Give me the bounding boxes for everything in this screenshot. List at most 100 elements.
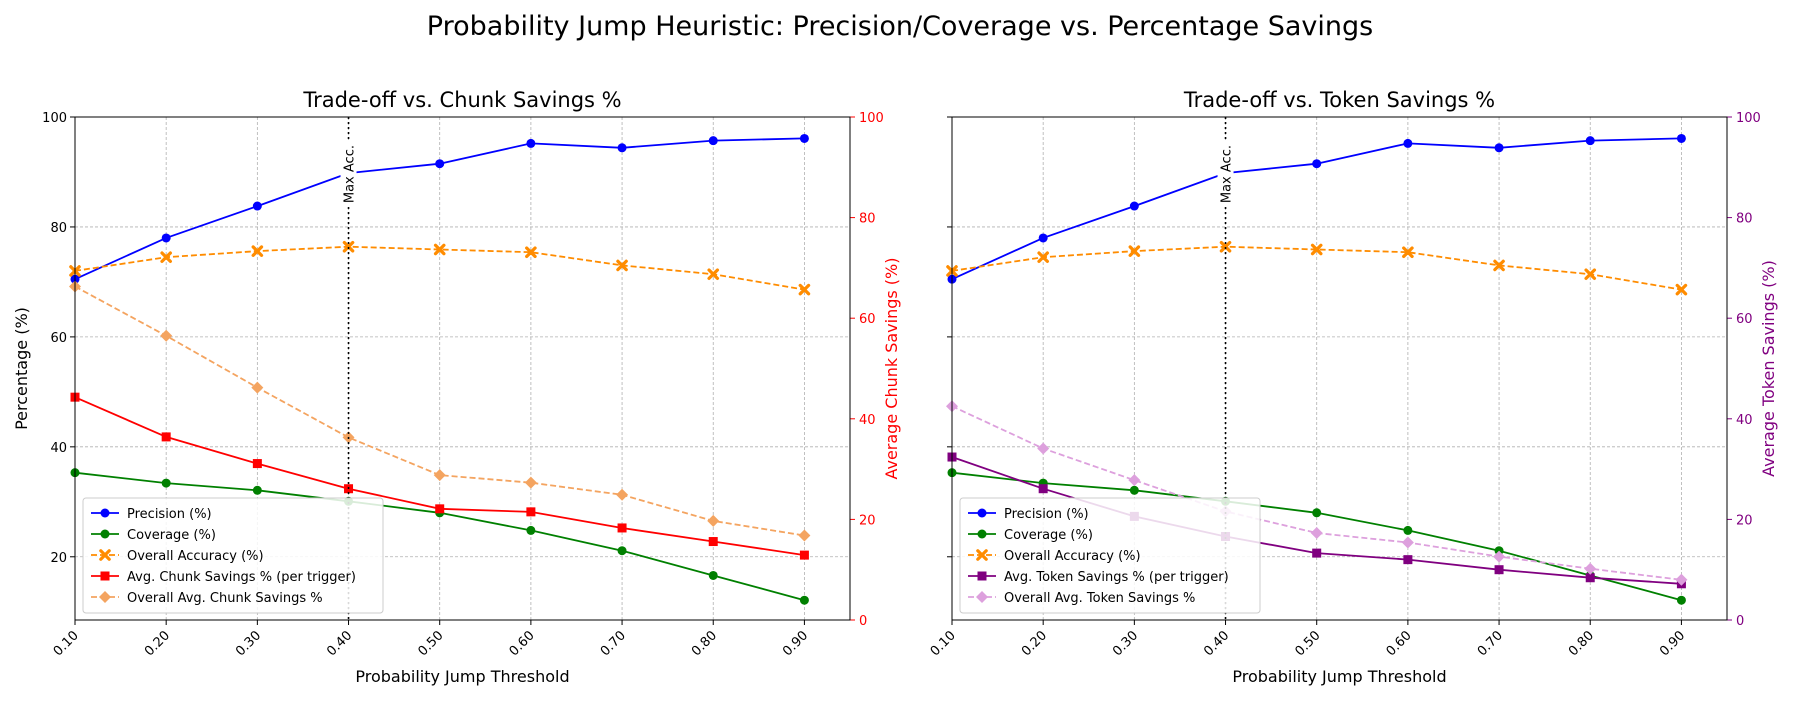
x-tick-label: 0.30 — [233, 628, 264, 659]
y2-tick-label: 0 — [859, 614, 867, 629]
data-point — [1312, 508, 1322, 518]
data-point — [1038, 484, 1048, 494]
legend-frame — [959, 497, 1261, 614]
x-tick-label: 0.70 — [598, 628, 629, 659]
data-point — [342, 240, 355, 253]
y2-tick-label: 60 — [1736, 312, 1753, 327]
panel-title: Trade-off vs. Chunk Savings % — [302, 88, 621, 112]
data-point — [1129, 485, 1139, 495]
data-point — [1128, 245, 1141, 257]
legend-label: Overall Accuracy (%) — [127, 549, 264, 564]
data-point — [617, 546, 627, 556]
legend: Precision (%) Coverage (%) Overall Accurac… — [82, 497, 384, 614]
data-point — [617, 523, 627, 533]
legend-item: Overall Avg. Token Savings % — [968, 591, 1195, 606]
data-point — [252, 459, 262, 469]
data-point — [435, 159, 445, 169]
x-tick-label: 0.50 — [415, 628, 446, 659]
data-point — [160, 251, 172, 263]
legend-label: Precision (%) — [127, 507, 212, 522]
y2-tick-label: 80 — [859, 212, 876, 227]
y2-axis-label: Average Chunk Savings (%) — [882, 257, 901, 479]
data-point — [1494, 143, 1504, 153]
x-tick-label: 0.90 — [1657, 628, 1688, 659]
legend-label: Coverage (%) — [1004, 528, 1093, 543]
legend-item: Overall Avg. Chunk Savings % — [91, 591, 323, 606]
figure-title: Probability Jump Heuristic: Precision/Co… — [427, 11, 1373, 42]
data-point — [1675, 573, 1688, 586]
x-tick-label: 0.10 — [51, 628, 82, 659]
x-tick-label: 0.30 — [1110, 628, 1141, 659]
legend-item: Coverage (%) — [968, 528, 1093, 543]
legend-marker — [976, 591, 988, 603]
data-point — [524, 476, 537, 489]
legend: Precision (%) Coverage (%) Overall Accurac… — [959, 497, 1261, 614]
data-point — [1494, 565, 1504, 575]
data-point — [799, 595, 809, 605]
y2-tick-label: 100 — [1736, 111, 1761, 126]
x-tick-label: 0.20 — [1019, 628, 1050, 659]
legend-frame — [82, 497, 384, 614]
data-point — [798, 283, 811, 296]
y2-tick-label: 40 — [859, 413, 876, 428]
data-point — [1675, 283, 1688, 296]
x-tick-label: 0.80 — [1566, 628, 1597, 659]
data-point — [526, 138, 536, 148]
x-tick-label: 0.70 — [1475, 628, 1506, 659]
y2-tick-label: 100 — [859, 111, 884, 126]
x-tick-label: 0.40 — [324, 628, 355, 659]
series-precision — [70, 133, 809, 284]
data-point — [1038, 233, 1048, 243]
max-accuracy-label: Max Acc. — [343, 145, 358, 203]
data-point — [526, 525, 536, 535]
legend-label: Overall Avg. Chunk Savings % — [127, 591, 323, 606]
x-tick-label: 0.60 — [1384, 628, 1415, 659]
y2-tick-label: 0 — [1736, 614, 1744, 629]
data-point — [707, 268, 720, 281]
data-point — [1312, 548, 1322, 558]
x-tick-label: 0.10 — [928, 628, 959, 659]
legend-item: Precision (%) — [91, 507, 212, 522]
annotation-background — [340, 141, 357, 205]
x-axis-label: Probability Jump Threshold — [355, 667, 569, 686]
data-point — [525, 246, 537, 259]
plot-frame — [74, 116, 851, 621]
legend-label: Avg. Chunk Savings % (per trigger) — [127, 570, 356, 585]
series-line — [74, 285, 805, 537]
data-point — [1312, 159, 1322, 169]
data-point — [707, 514, 720, 527]
data-point — [1584, 268, 1597, 281]
data-point — [1219, 240, 1232, 253]
data-point — [708, 537, 718, 547]
legend-marker — [99, 549, 111, 561]
data-point — [1401, 536, 1414, 549]
legend-item: Precision (%) — [968, 507, 1089, 522]
data-point — [1585, 573, 1595, 583]
x-tick-label: 0.60 — [507, 628, 538, 659]
data-point — [161, 233, 171, 243]
data-point — [1584, 562, 1597, 575]
y-axis-label: Percentage (%) — [12, 307, 31, 430]
y-tick-label: 60 — [50, 331, 67, 346]
legend-item: Coverage (%) — [91, 528, 216, 543]
data-point — [1310, 243, 1323, 256]
data-point — [252, 201, 262, 211]
data-point — [1310, 526, 1323, 539]
max-accuracy-label: Max Acc. — [1220, 145, 1235, 203]
legend-item: Overall Accuracy (%) — [91, 549, 264, 564]
legend-label: Overall Accuracy (%) — [1004, 549, 1141, 564]
data-point — [616, 259, 628, 272]
legend-label: Precision (%) — [1004, 507, 1089, 522]
legend-label: Coverage (%) — [127, 528, 216, 543]
data-point — [1676, 595, 1686, 605]
data-point — [1403, 138, 1413, 148]
y-tick-label: 80 — [50, 221, 67, 236]
data-point — [1585, 136, 1595, 146]
data-point — [433, 469, 446, 482]
series-line — [74, 245, 805, 291]
chunk-savings-panel: Trade-off vs. Chunk Savings % 0.10 0.20 0.3… — [12, 88, 901, 686]
data-point — [1403, 525, 1413, 535]
legend-marker — [100, 571, 110, 581]
y2-tick-label: 60 — [859, 312, 876, 327]
